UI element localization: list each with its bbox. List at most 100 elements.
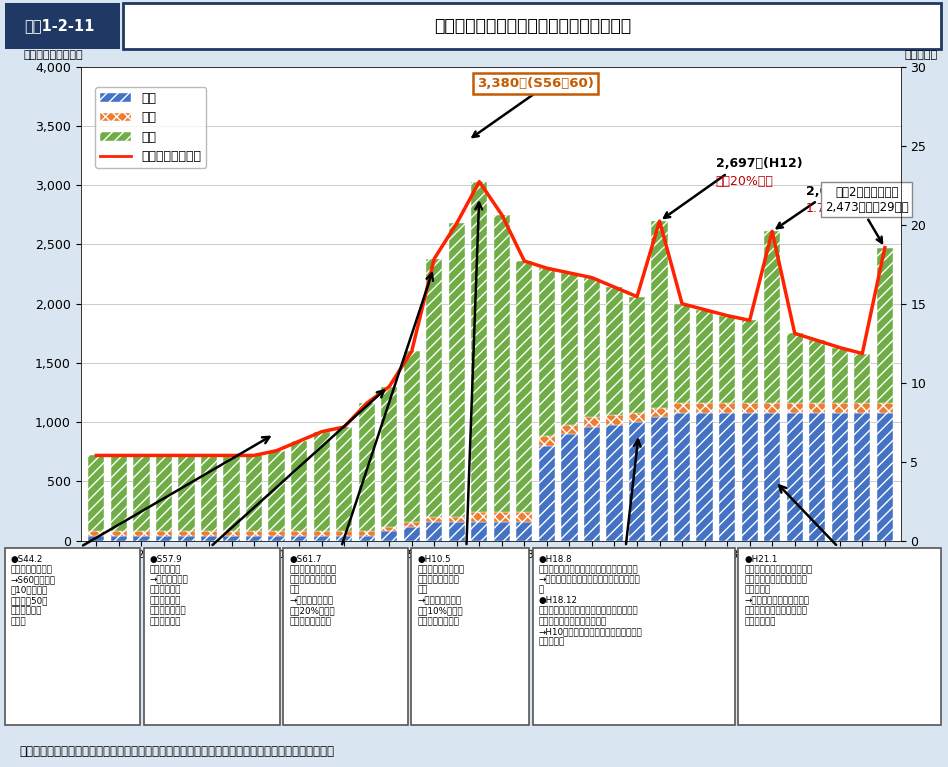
Bar <box>134 536 150 541</box>
Bar <box>224 532 240 536</box>
Bar <box>178 456 194 532</box>
Bar <box>607 287 623 415</box>
Bar <box>111 456 127 532</box>
Bar <box>584 427 600 541</box>
Bar <box>787 413 803 541</box>
Bar <box>471 522 487 541</box>
Text: 令和2年度入学定員
2,473人（全29校）: 令和2年度入学定員 2,473人（全29校） <box>825 186 908 214</box>
Legend: 国立, 公立, 私立, 入学定員数（人）: 国立, 公立, 私立, 入学定員数（人） <box>95 87 207 168</box>
Bar <box>877 413 893 541</box>
Bar <box>381 532 397 541</box>
Bar <box>810 403 826 413</box>
Bar <box>291 536 307 541</box>
Bar <box>358 536 374 541</box>
Text: （大学数）: （大学数） <box>904 50 938 60</box>
Bar <box>741 321 757 403</box>
Bar <box>561 425 577 434</box>
Bar <box>831 347 848 403</box>
Bar <box>268 536 284 541</box>
Text: 資料：文部科学省「歯学部歯学科の入学定員一覧」より厚生労働省医政局歯科保健課において作成。: 資料：文部科学省「歯学部歯学科の入学定員一覧」より厚生労働省医政局歯科保健課にお… <box>19 746 334 758</box>
Bar <box>517 261 533 512</box>
Text: 3,380人(S56〜60): 3,380人(S56〜60) <box>477 77 594 91</box>
Bar <box>629 297 646 413</box>
Bar <box>427 258 443 517</box>
Bar <box>448 223 465 517</box>
Bar <box>155 456 172 532</box>
Bar <box>427 522 443 541</box>
Bar <box>336 536 353 541</box>
Bar <box>674 304 690 403</box>
Bar <box>178 536 194 541</box>
Bar <box>88 536 104 541</box>
Bar <box>404 522 420 526</box>
Bar <box>787 334 803 403</box>
Bar <box>538 436 555 446</box>
Bar <box>629 413 646 422</box>
Bar <box>517 512 533 522</box>
FancyBboxPatch shape <box>5 3 120 49</box>
Bar <box>607 425 623 541</box>
Text: ●S61.7
【将来の歯科医師需
給に関する検討委員
会】
→新規参入歯科医
師を20%程度削
減すべきとの意見: ●S61.7 【将来の歯科医師需 給に関する検討委員 会】 →新規参入歯科医 師… <box>289 555 337 626</box>
Bar <box>584 417 600 427</box>
Bar <box>607 415 623 425</box>
Bar <box>291 441 307 532</box>
Bar <box>561 434 577 541</box>
Bar <box>358 532 374 536</box>
Bar <box>561 273 577 425</box>
Bar <box>831 403 848 413</box>
Bar <box>651 417 667 541</box>
Bar <box>697 310 713 403</box>
Bar <box>719 403 736 413</box>
Bar <box>134 532 150 536</box>
Bar <box>201 536 217 541</box>
Bar <box>404 526 420 541</box>
Bar <box>448 517 465 522</box>
Bar <box>155 536 172 541</box>
Bar <box>831 413 848 541</box>
Bar <box>719 315 736 403</box>
Bar <box>448 522 465 541</box>
Text: （歯学部入学定員）: （歯学部入学定員） <box>23 50 82 60</box>
Bar <box>246 456 263 532</box>
Bar <box>854 413 870 541</box>
Bar <box>381 387 397 526</box>
Text: ●H18.8
【文部科学・厚生労働大臣による確認書】
→歯科医師の養成数の削減等に一層取り組
む
●H18.12
【今後の歯科保健医療と歯科医師の資質向
上に関: ●H18.8 【文部科学・厚生労働大臣による確認書】 →歯科医師の養成数の削減等… <box>538 555 643 647</box>
Text: ●H10.5
【歯科医師の需給に
関する検討会報告
書】
→新規参入歯科医
師を10%程度削
減すべきとの提言: ●H10.5 【歯科医師の需給に 関する検討会報告 書】 →新規参入歯科医 師を… <box>417 555 465 626</box>
Bar <box>201 456 217 532</box>
Bar <box>314 532 330 536</box>
Bar <box>358 403 374 532</box>
Text: 歯科大学（歯学部）数及び入学定員の推移: 歯科大学（歯学部）数及び入学定員の推移 <box>434 17 631 35</box>
Bar <box>651 221 667 408</box>
Bar <box>88 532 104 536</box>
Bar <box>764 403 780 413</box>
Bar <box>877 403 893 413</box>
Bar <box>697 403 713 413</box>
Text: 図表1-2-11: 図表1-2-11 <box>25 18 95 34</box>
Bar <box>314 536 330 541</box>
Bar <box>494 512 510 522</box>
Text: 2,697人(H12): 2,697人(H12) <box>716 156 803 170</box>
Bar <box>268 532 284 536</box>
Bar <box>697 413 713 541</box>
Bar <box>291 532 307 536</box>
Bar <box>134 456 150 532</box>
Bar <box>538 268 555 436</box>
FancyBboxPatch shape <box>123 3 941 49</box>
Bar <box>854 403 870 413</box>
Bar <box>178 532 194 536</box>
Bar <box>494 522 510 541</box>
Bar <box>427 517 443 522</box>
Bar <box>471 182 487 512</box>
Bar <box>471 512 487 522</box>
Bar <box>674 403 690 413</box>
Text: 2,611人(H22): 2,611人(H22) <box>806 186 893 198</box>
Bar <box>584 278 600 417</box>
Bar <box>314 432 330 532</box>
Text: 1.7%削減: 1.7%削減 <box>806 202 853 215</box>
Bar <box>877 248 893 403</box>
Bar <box>155 532 172 536</box>
Bar <box>787 403 803 413</box>
Bar <box>741 403 757 413</box>
Bar <box>246 536 263 541</box>
Bar <box>246 532 263 536</box>
